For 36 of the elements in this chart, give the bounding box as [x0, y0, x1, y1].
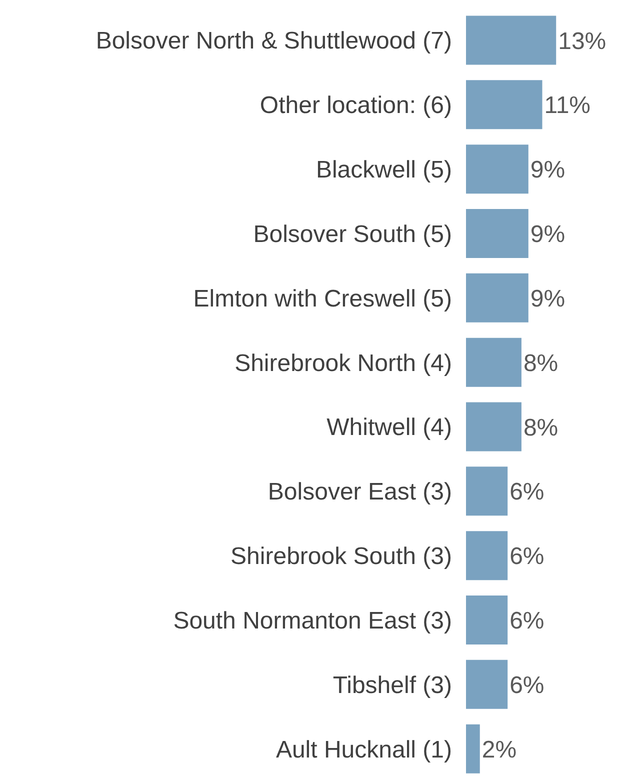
bar: [466, 338, 522, 387]
data-label: 9%: [530, 221, 566, 248]
data-label: 6%: [510, 478, 544, 506]
bar: [466, 660, 508, 709]
bar: [466, 402, 522, 452]
y-tick-label: Other location: (6): [260, 92, 452, 120]
bar: [466, 724, 480, 774]
bar: [466, 144, 528, 194]
bar: [466, 16, 556, 65]
y-tick-label: Bolsover North & Shuttlewood (7): [96, 28, 452, 55]
data-label: 6%: [510, 543, 544, 570]
y-tick-label: Elmton with Creswell (5): [193, 285, 452, 312]
y-tick-label: Bolsover East (3): [268, 478, 452, 506]
data-label: 8%: [523, 414, 558, 442]
bar: [466, 466, 508, 516]
data-label: 9%: [530, 156, 566, 184]
data-label: 9%: [530, 285, 566, 312]
y-tick-label: Shirebrook South (3): [230, 543, 452, 570]
bar: [466, 273, 528, 322]
y-tick-label: Ault Hucknall (1): [276, 736, 452, 764]
data-label: 11%: [544, 92, 591, 120]
data-label: 2%: [482, 736, 517, 764]
y-tick-label: Blackwell (5): [316, 156, 452, 184]
bar: [466, 80, 542, 130]
y-tick-label: Bolsover South (5): [253, 220, 452, 248]
bar: [466, 595, 508, 644]
y-tick-label: Tibshelf (3): [332, 672, 452, 699]
data-label: 6%: [510, 608, 544, 634]
y-tick-label: Shirebrook North (4): [234, 350, 452, 377]
y-tick-label: South Normanton East (3): [173, 607, 452, 634]
bar: [466, 208, 528, 258]
data-label: 6%: [510, 672, 544, 699]
data-label: 13%: [558, 28, 606, 55]
data-label: 8%: [523, 350, 558, 377]
y-tick-label: Whitwell (4): [326, 414, 452, 442]
bar: [466, 531, 508, 580]
